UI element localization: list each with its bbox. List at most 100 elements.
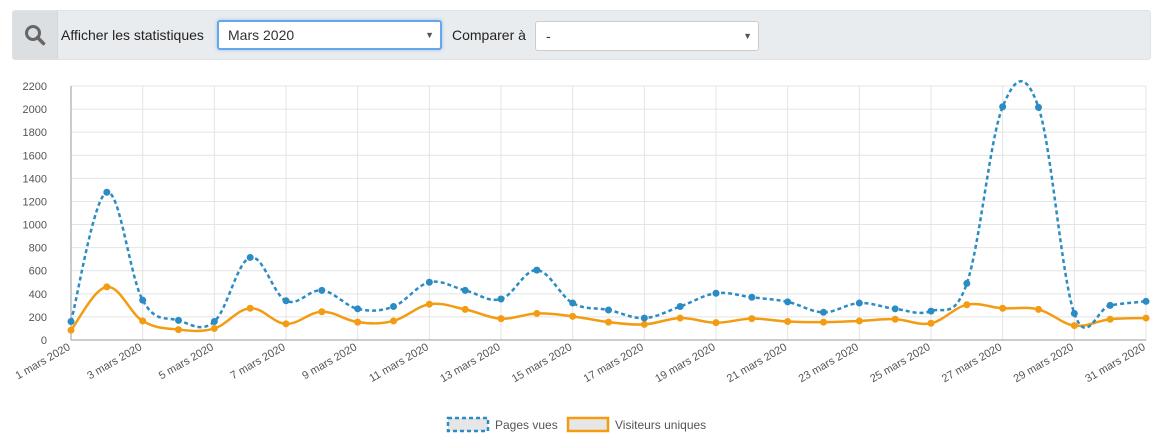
x-tick-label: 19 mars 2020 (653, 341, 717, 385)
data-point (461, 286, 469, 294)
period-select-value: Mars 2020 (228, 27, 295, 43)
legend-label: Pages vues (495, 418, 558, 432)
x-tick-label: 17 mars 2020 (582, 341, 646, 385)
x-tick-label: 11 mars 2020 (367, 341, 431, 385)
data-point (139, 317, 147, 325)
compare-select-value: - (546, 28, 551, 44)
series-line-0 (69, 80, 1147, 330)
data-point (246, 304, 254, 312)
data-point (820, 308, 827, 316)
stats-chart: 0 200 400 600 800 1000 1200 1400 1600 1800 2000 220… (14, 80, 1150, 433)
data-point (1035, 305, 1042, 313)
data-point (963, 279, 971, 287)
data-point (390, 303, 397, 311)
y-axis: 0 200 400 600 800 1000 1200 1400 1600 1800 2000 220… (23, 81, 47, 347)
data-point (712, 319, 720, 327)
data-point (497, 315, 505, 323)
compare-select[interactable]: - ▼ (535, 21, 759, 51)
data-point (533, 266, 541, 274)
data-point (354, 305, 362, 313)
y-tick-label: 600 (29, 266, 47, 278)
x-tick-label: 7 mars 2020 (229, 341, 288, 382)
data-point (605, 318, 612, 326)
y-tick-label: 200 (29, 312, 47, 324)
search-button[interactable] (13, 11, 58, 59)
data-point (569, 299, 577, 307)
legend-swatch (446, 416, 490, 433)
x-tick-label: 31 mars 2020 (1083, 341, 1147, 385)
data-point (891, 305, 899, 313)
data-point (533, 309, 541, 317)
data-point (1106, 315, 1114, 323)
data-point (282, 320, 290, 328)
x-axis: 1 mars 2020 3 mars 2020 5 mars 2020 7 mars … (14, 341, 1148, 385)
y-tick-label: 800 (29, 243, 47, 255)
x-tick-label: 9 mars 2020 (300, 341, 359, 382)
data-point (67, 326, 75, 334)
data-point (855, 317, 863, 325)
data-point (354, 318, 362, 326)
data-point (139, 296, 147, 304)
legend-swatch (566, 416, 610, 433)
data-point (891, 315, 899, 323)
data-point (210, 324, 218, 332)
data-point (1142, 314, 1150, 322)
data-point (1106, 301, 1114, 309)
x-tick-label: 5 mars 2020 (157, 341, 216, 382)
chart-legend: Pages vues Visiteurs uniques (446, 416, 706, 433)
x-tick-label: 23 mars 2020 (797, 341, 861, 385)
data-point (210, 318, 218, 326)
y-tick-label: 1000 (23, 220, 47, 232)
chart-grid (70, 85, 1147, 341)
x-tick-label: 3 mars 2020 (85, 341, 144, 382)
data-point (927, 319, 935, 327)
data-point (855, 299, 863, 307)
data-point (318, 308, 326, 316)
data-point (175, 316, 182, 324)
x-tick-label: 15 mars 2020 (510, 341, 574, 385)
data-point (676, 314, 684, 322)
chart-points (67, 103, 1150, 334)
data-point (784, 318, 792, 326)
data-point (425, 278, 433, 286)
data-point (175, 326, 182, 334)
data-point (640, 320, 648, 328)
data-point (999, 304, 1007, 312)
data-point (497, 295, 505, 303)
data-point (748, 293, 756, 301)
data-point (282, 297, 290, 305)
y-tick-label: 0 (41, 335, 47, 347)
data-point (425, 300, 433, 308)
data-point (103, 188, 111, 196)
data-point (999, 103, 1007, 111)
show-stats-label: Afficher les statistiques (61, 27, 204, 43)
data-point (569, 312, 577, 320)
data-point (1070, 322, 1078, 330)
x-tick-label: 13 mars 2020 (438, 341, 502, 385)
data-point (963, 301, 971, 309)
data-point (461, 305, 469, 313)
data-point (390, 317, 397, 325)
y-tick-label: 1800 (23, 127, 47, 139)
x-tick-label: 1 mars 2020 (14, 341, 73, 382)
x-tick-label: 29 mars 2020 (1012, 341, 1076, 385)
data-point (1070, 309, 1078, 317)
data-point (318, 286, 326, 294)
period-select[interactable]: Mars 2020 ▼ (217, 20, 442, 50)
chevron-down-icon: ▼ (743, 31, 752, 41)
data-point (246, 253, 254, 261)
data-point (640, 314, 648, 322)
data-point (676, 303, 684, 311)
data-point (927, 307, 935, 315)
search-icon (25, 25, 46, 46)
data-point (103, 283, 111, 291)
x-tick-label: 25 mars 2020 (868, 341, 932, 385)
compare-label: Comparer à (452, 27, 526, 43)
x-tick-label: 27 mars 2020 (940, 341, 1004, 385)
chevron-down-icon: ▼ (425, 30, 434, 40)
y-tick-label: 1400 (23, 173, 47, 185)
legend-label: Visiteurs uniques (615, 418, 706, 432)
y-tick-label: 2200 (23, 81, 47, 93)
data-point (1142, 297, 1150, 305)
data-point (748, 315, 756, 323)
